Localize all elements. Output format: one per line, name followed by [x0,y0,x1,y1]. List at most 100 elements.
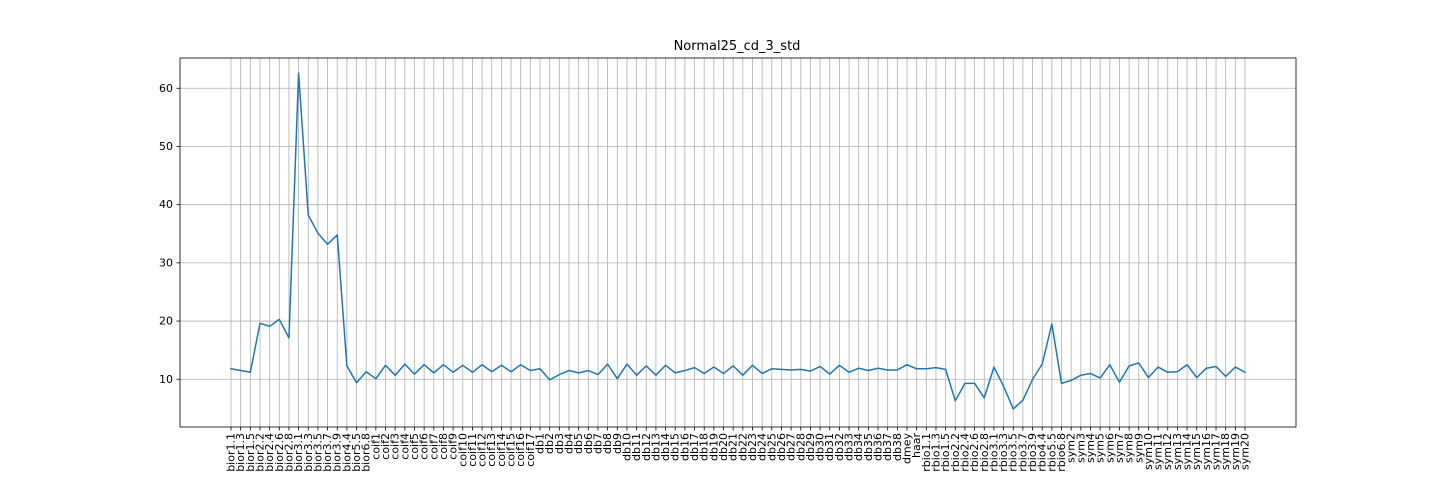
x-tick-label: rbio3.3 [997,433,1010,472]
x-tick-label: db38 [891,433,904,461]
x-tick-label: coif3 [389,433,402,460]
x-tick-label: db30 [814,433,827,461]
x-tick-label: rbio6.8 [1055,433,1068,472]
x-tick-label: coif8 [437,433,450,460]
x-tick-label: rbio1.3 [929,433,942,472]
x-tick-label: sym10 [1142,433,1155,470]
x-tick-label: coif13 [485,433,498,467]
x-tick-label: db21 [727,433,740,461]
x-tick-label: db22 [736,433,749,461]
x-tick-label: db7 [591,433,604,454]
x-tick-label: coif12 [476,433,489,467]
x-tick-label: db37 [881,433,894,461]
y-tick-label: 60 [159,82,173,95]
x-tick-label: rbio2.6 [968,433,981,472]
x-tick-label: rbio3.7 [1016,433,1029,472]
x-tick-label: sym17 [1210,433,1223,470]
x-tick-label: sym3 [1074,433,1087,463]
x-tick-label: db36 [872,433,885,461]
x-tick-label: db33 [843,433,856,461]
x-tick-label: db18 [698,433,711,461]
x-tick-label: bior2.8 [282,433,295,472]
x-tick-label: coif4 [398,433,411,460]
x-tick-label: bior4.4 [340,433,353,472]
x-tick-label: bior6.8 [360,433,373,472]
grid-lines [180,58,1296,427]
x-tick-label: db26 [775,433,788,461]
x-tick-label: coif9 [447,433,460,460]
x-tick-label: db4 [563,433,576,454]
x-tick-label: db8 [601,433,614,454]
x-tick-label: sym13 [1171,433,1184,470]
x-tick-label: db12 [640,433,653,461]
x-tick-label: db29 [804,433,817,461]
y-tick-label: 40 [159,198,173,211]
series-line [230,72,1247,410]
x-tick-label: db31 [823,433,836,461]
x-tick-label: db3 [553,433,566,454]
x-tick-label: bior1.3 [234,433,247,472]
series-layer [230,72,1247,410]
x-tick-label: coif6 [418,433,431,460]
x-tick-label: sym16 [1200,433,1213,470]
x-tick-label: sym11 [1152,433,1165,470]
x-tick-label: coif7 [427,433,440,460]
x-tick-label: db9 [611,433,624,454]
x-tick-label: bior1.1 [225,433,238,472]
x-tick-label: db13 [649,433,662,461]
x-tick-label: db11 [630,433,643,461]
x-tick-label: bior3.1 [292,433,305,472]
x-tick-label: coif17 [524,433,537,467]
x-tick-label: rbio2.4 [958,433,971,472]
x-tick-label: sym15 [1190,433,1203,470]
x-tick-label: db25 [765,433,778,461]
x-tick-label: coif2 [379,433,392,460]
plot-frame [179,57,1297,428]
y-tick-label: 20 [159,315,173,328]
x-tick-label: coif5 [408,433,421,460]
x-tick-label: coif16 [514,433,527,467]
x-tick-label: rbio1.5 [939,433,952,472]
x-tick-label: bior5.5 [350,433,363,472]
x-tick-label: coif14 [495,433,508,467]
x-tick-label: dmey [901,433,914,464]
x-tick-label: db34 [852,433,865,461]
x-tick-label: db15 [669,433,682,461]
y-tick-label: 30 [159,256,173,269]
y-tick-label: 10 [159,373,173,386]
x-tick-label: coif10 [456,433,469,467]
y-axis-ticks: 10 20 30 40 50 60 [159,82,180,386]
x-tick-label: bior1.5 [244,433,257,472]
x-tick-label: db10 [620,433,633,461]
x-tick-label: sym18 [1219,433,1232,470]
x-tick-label: db2 [543,433,556,454]
x-tick-label: db16 [678,433,691,461]
x-tick-label: rbio1.1 [920,433,933,472]
x-tick-label: coif15 [505,433,518,467]
x-axis-ticks: bior1.1bior1.3bior1.5bior2.2bior2.4bior2… [225,427,1252,472]
x-tick-label: db6 [582,433,595,454]
x-tick-label: bior2.4 [263,433,276,472]
x-tick-label: sym12 [1161,433,1174,470]
x-tick-label: sym8 [1123,433,1136,463]
x-tick-label: db27 [785,433,798,461]
x-tick-label: sym6 [1103,433,1116,463]
x-tick-label: bior3.5 [311,433,324,472]
chart-title: Normal25_cd_3_std [674,39,801,54]
x-tick-label: db20 [717,433,730,461]
x-tick-label: db19 [707,433,720,461]
x-tick-label: rbio2.2 [949,433,962,472]
x-tick-label: db23 [746,433,759,461]
x-tick-label: db24 [756,433,769,461]
x-tick-label: db1 [534,433,547,454]
x-tick-label: sym9 [1132,433,1145,463]
x-tick-label: bior2.6 [273,433,286,472]
x-tick-label: rbio2.8 [978,433,991,472]
y-tick-label: 50 [159,140,173,153]
x-tick-label: sym5 [1094,433,1107,463]
x-tick-label: sym4 [1084,433,1097,463]
x-tick-label: bior3.9 [331,433,344,472]
x-tick-label: coif1 [369,433,382,460]
x-tick-label: sym14 [1181,433,1194,470]
